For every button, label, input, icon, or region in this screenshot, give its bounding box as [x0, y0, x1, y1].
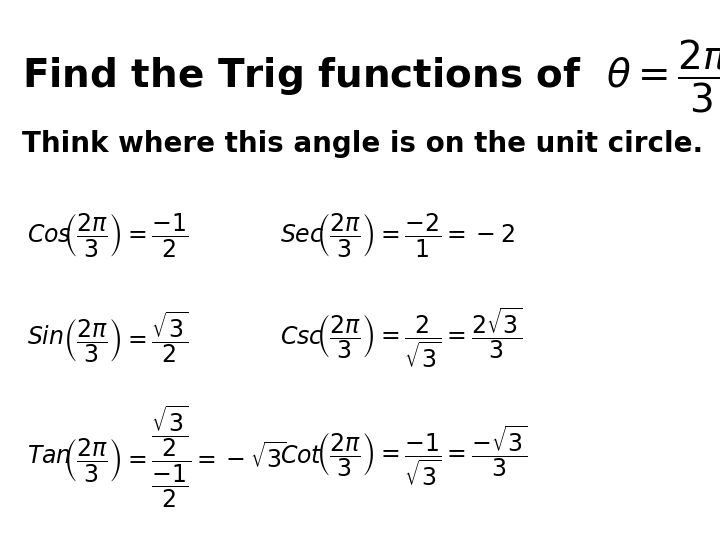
- Text: Think where this angle is on the unit circle.: Think where this angle is on the unit ci…: [22, 130, 703, 158]
- Text: $\mathit{Csc}$: $\mathit{Csc}$: [280, 326, 323, 349]
- Text: $\mathit{Cos}$: $\mathit{Cos}$: [27, 223, 72, 247]
- Text: $\left(\dfrac{2\pi}{3}\right) = \dfrac{-2}{1} = -2$: $\left(\dfrac{2\pi}{3}\right) = \dfrac{-…: [316, 211, 515, 259]
- Text: Find the Trig functions of  $\theta = \dfrac{2\pi}{3}$: Find the Trig functions of $\theta = \df…: [22, 38, 720, 115]
- Text: $\mathit{Tan}$: $\mathit{Tan}$: [27, 444, 72, 468]
- Text: $\left(\dfrac{2\pi}{3}\right) = \dfrac{\dfrac{\sqrt{3}}{2}}{\dfrac{-1}{2}} = -\s: $\left(\dfrac{2\pi}{3}\right) = \dfrac{\…: [63, 403, 287, 510]
- Text: $\mathit{Sin}$: $\mathit{Sin}$: [27, 326, 64, 349]
- Text: $\left(\dfrac{2\pi}{3}\right) = \dfrac{2}{\sqrt{3}} = \dfrac{2\sqrt{3}}{3}$: $\left(\dfrac{2\pi}{3}\right) = \dfrac{2…: [316, 305, 523, 370]
- Text: $\mathit{Sec}$: $\mathit{Sec}$: [280, 223, 324, 247]
- Text: $\left(\dfrac{2\pi}{3}\right) = \dfrac{-1}{2}$: $\left(\dfrac{2\pi}{3}\right) = \dfrac{-…: [63, 211, 189, 259]
- Text: $\left(\dfrac{2\pi}{3}\right) = \dfrac{\sqrt{3}}{2}$: $\left(\dfrac{2\pi}{3}\right) = \dfrac{\…: [63, 309, 188, 366]
- Text: $\mathit{Cot}$: $\mathit{Cot}$: [280, 444, 323, 468]
- Text: $\left(\dfrac{2\pi}{3}\right) = \dfrac{-1}{\sqrt{3}} = \dfrac{-\sqrt{3}}{3}$: $\left(\dfrac{2\pi}{3}\right) = \dfrac{-…: [316, 424, 528, 489]
